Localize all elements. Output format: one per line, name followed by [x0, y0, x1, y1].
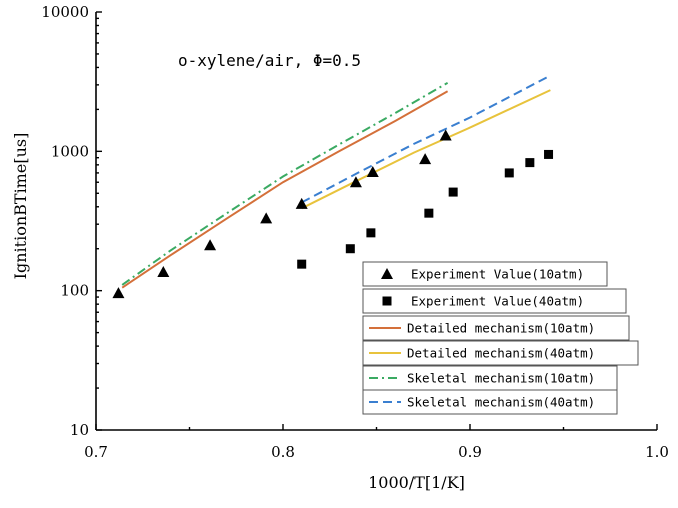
x-tick-label: 0.9: [458, 443, 482, 461]
chart-annotation: o-xylene/air, Φ=0.5: [178, 51, 361, 70]
data-point: [439, 129, 452, 141]
legend-entry-1: Experiment Value(40atm): [362, 288, 627, 314]
legend: Experiment Value(10atm) Experiment Value(…: [362, 261, 639, 415]
data-point: [419, 153, 432, 165]
data-point: [157, 266, 170, 278]
x-tick-label: 0.7: [84, 443, 108, 461]
legend-label: Experiment Value(10atm): [411, 267, 584, 282]
data-point: [525, 158, 535, 168]
y-tick-label: 10000: [41, 3, 89, 21]
legend-label: Experiment Value(40atm): [411, 294, 584, 309]
y-axis-title: IgnitionBTime[us]: [11, 133, 30, 280]
axes: 0.7 0.8 0.9 1.0 10 100 1000 10000: [41, 3, 669, 461]
series-line-5: [301, 74, 551, 204]
legend-box: [362, 288, 627, 314]
data-point: [448, 187, 458, 197]
legend-entry-2: Detailed mechanism(10atm): [362, 315, 630, 341]
series-points-0: [112, 129, 452, 299]
legend-marker: [382, 296, 392, 306]
series-line-3: [301, 89, 551, 210]
legend-entry-3: Detailed mechanism(40atm): [362, 340, 639, 366]
x-tick-label: 1.0: [645, 443, 669, 461]
legend-label: Skeletal mechanism(10atm): [407, 371, 595, 386]
x-tick-label: 0.8: [271, 443, 295, 461]
data-point: [297, 259, 307, 269]
legend-box: [362, 315, 630, 341]
data-point: [260, 212, 273, 224]
series-points-1: [297, 149, 554, 269]
data-point: [295, 197, 308, 209]
legend-entry-0: Experiment Value(10atm): [362, 261, 608, 287]
y-tick-label: 1000: [51, 142, 89, 160]
legend-marker: [381, 268, 393, 279]
legend-label: Detailed mechanism(40atm): [407, 346, 595, 361]
legend-entry-4: Skeletal mechanism(10atm): [362, 365, 618, 391]
data-point: [504, 168, 514, 178]
series-line-2: [121, 90, 449, 289]
data-point: [345, 244, 355, 254]
data-point: [112, 287, 125, 299]
data-point: [366, 228, 376, 238]
legend-box: [362, 340, 639, 366]
series-line-4: [121, 82, 449, 286]
legend-box: [362, 365, 618, 391]
data-point: [544, 149, 554, 159]
data-point: [349, 176, 362, 188]
plot-area: [112, 74, 554, 299]
y-tick-label: 10: [70, 421, 89, 439]
y-tick-label: 100: [60, 282, 89, 300]
data-point: [204, 239, 217, 251]
legend-label: Detailed mechanism(10atm): [407, 321, 595, 336]
x-axis-title: 1000/T[1/K]: [368, 473, 465, 492]
legend-entry-5: Skeletal mechanism(40atm): [362, 389, 618, 415]
data-point: [424, 208, 434, 218]
legend-label: Skeletal mechanism(40atm): [407, 395, 595, 410]
legend-box: [362, 261, 608, 287]
data-point: [366, 166, 379, 178]
legend-box: [362, 389, 618, 415]
